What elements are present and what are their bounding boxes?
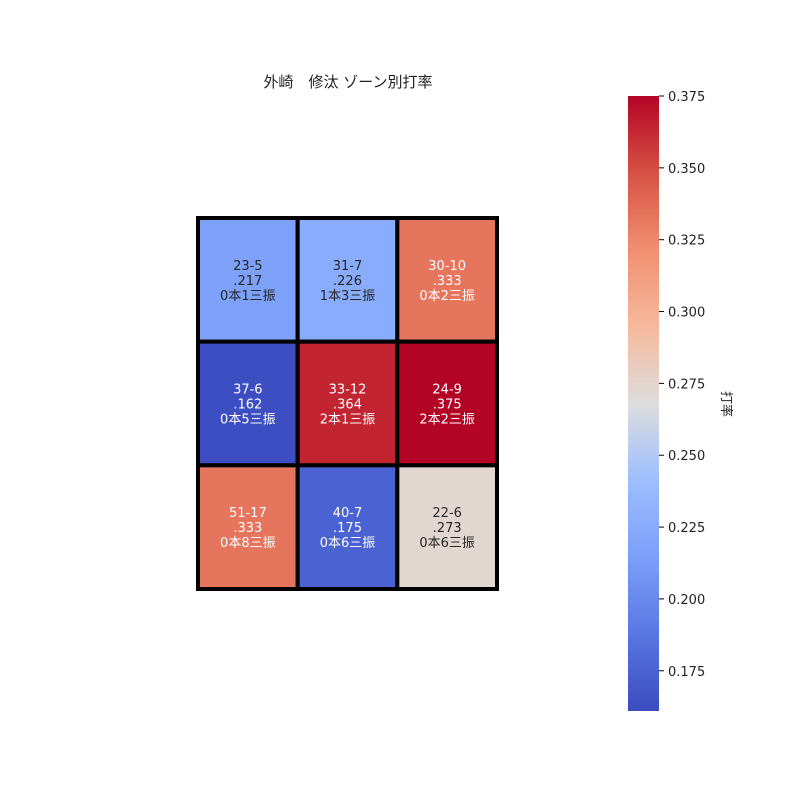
zone-cell-avg: .333 <box>433 274 462 289</box>
zone-cell-detail: 1本3三振 <box>320 289 376 304</box>
zone-cell-detail: 2本2三振 <box>419 413 475 428</box>
zone-cell-detail: 0本6三振 <box>419 536 475 551</box>
colorbar-tick-label: 0.325 <box>668 234 705 249</box>
zone-cell-avg: .273 <box>433 521 462 536</box>
colorbar-tick-label: 0.250 <box>668 449 705 464</box>
zone-cell-record: 22-6 <box>432 506 462 521</box>
heatmap-grid: 23-5.2170本1三振31-7.2261本3三振30-10.3330本2三振… <box>196 216 500 592</box>
colorbar-tick-label: 0.200 <box>668 593 705 608</box>
zone-cell-record: 40-7 <box>333 506 363 521</box>
zone-cell-record: 23-5 <box>233 259 263 274</box>
zone-cell-avg: .375 <box>433 398 462 413</box>
colorbar-label: 打率 <box>718 391 734 417</box>
colorbar-tick-label: 0.275 <box>668 377 705 392</box>
colorbar: 0.175 0.200 0.225 0.250 0.275 0.300 0.325 0.350… <box>628 90 734 711</box>
colorbar-gradient <box>628 96 659 711</box>
zone-cell-rect <box>295 463 400 592</box>
colorbar-tick-label: 0.350 <box>668 162 705 177</box>
zone-cell-avg: .217 <box>233 274 262 289</box>
zone-cell-detail: 0本5三振 <box>220 413 276 428</box>
zone-cell-detail: 0本8三振 <box>220 536 276 551</box>
zone-cell-record: 30-10 <box>428 259 466 274</box>
zone-cell-avg: .226 <box>333 274 362 289</box>
zone-cell-record: 24-9 <box>432 383 462 398</box>
zone-cell-detail: 2本1三振 <box>320 413 376 428</box>
chart-title: 外崎 修汰 ゾーン別打率 <box>263 73 432 91</box>
zone-cell-avg: .364 <box>333 398 362 413</box>
zone-cell-record: 33-12 <box>329 383 367 398</box>
zone-cell-detail: 0本1三振 <box>220 289 276 304</box>
zone-cell-detail: 0本6三振 <box>320 536 376 551</box>
zone-cell-rect <box>395 339 500 468</box>
colorbar-tick-label: 0.300 <box>668 306 705 321</box>
colorbar-tick-label: 0.175 <box>668 665 705 680</box>
colorbar-tick-label: 0.225 <box>668 521 705 536</box>
zone-cell-detail: 0本2三振 <box>419 289 475 304</box>
zone-cell-avg: .175 <box>333 521 362 536</box>
zone-cell-record: 37-6 <box>233 383 263 398</box>
zone-cell-record: 31-7 <box>333 259 363 274</box>
zone-cell-avg: .162 <box>233 398 262 413</box>
colorbar-tick-label: 0.375 <box>668 90 705 105</box>
zone-cell-avg: .333 <box>233 521 262 536</box>
heatmap-border <box>196 216 499 591</box>
zone-cell-record: 51-17 <box>229 506 267 521</box>
colorbar-ticks: 0.175 0.200 0.225 0.250 0.275 0.300 0.325 0.350… <box>659 90 705 680</box>
